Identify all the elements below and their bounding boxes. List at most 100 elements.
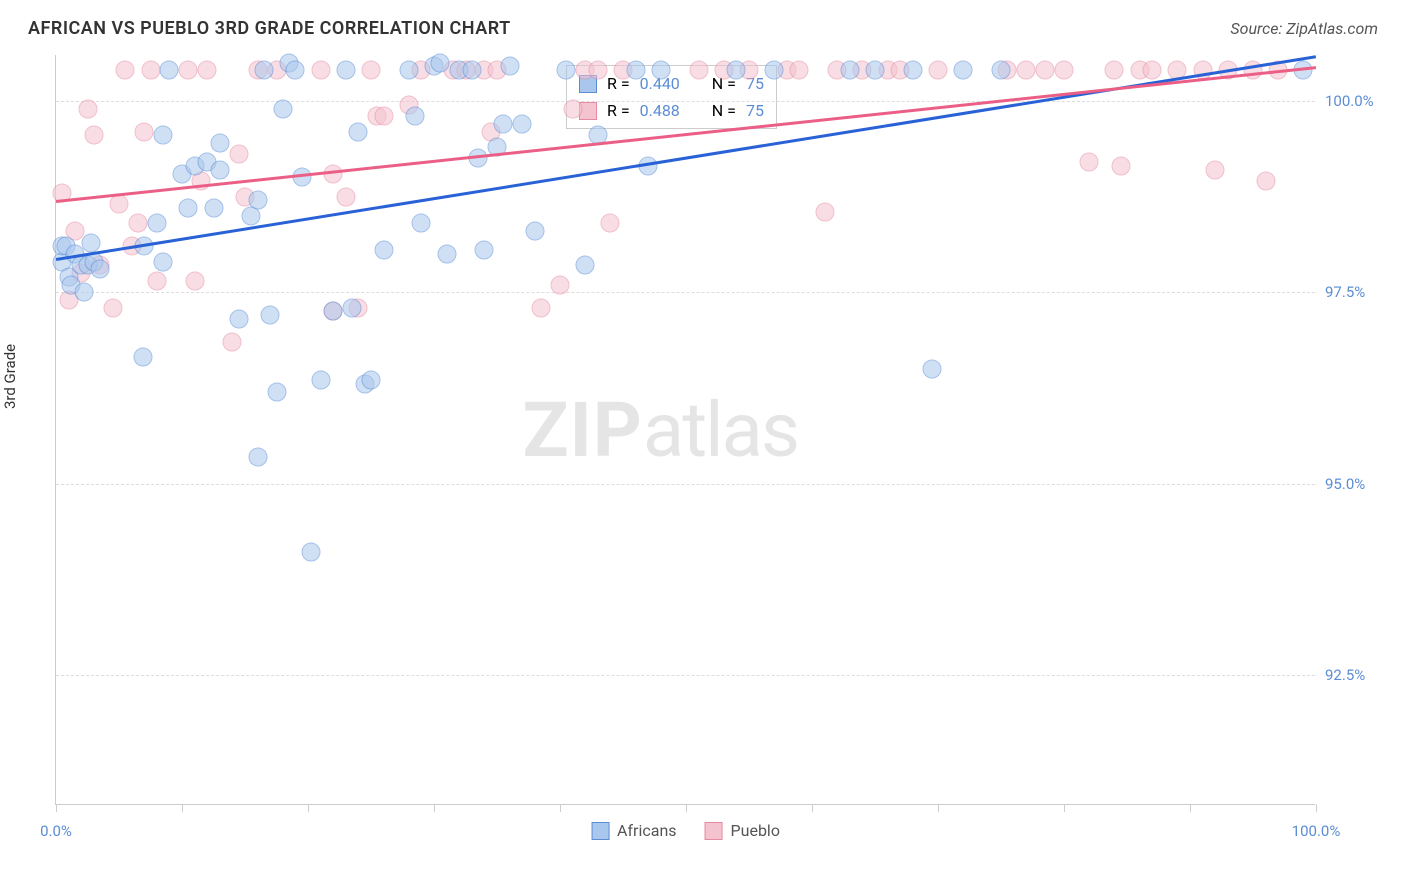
scatter-point xyxy=(1143,61,1162,80)
scatter-point xyxy=(626,61,645,80)
scatter-point xyxy=(301,543,320,562)
scatter-point xyxy=(1256,172,1275,191)
scatter-point xyxy=(273,99,292,118)
scatter-point xyxy=(128,214,147,233)
scatter-point xyxy=(154,126,173,145)
x-tick xyxy=(434,804,435,812)
legend-item: Africans xyxy=(591,821,676,840)
scatter-point xyxy=(154,252,173,271)
chart-header: AFRICAN VS PUEBLO 3RD GRADE CORRELATION … xyxy=(0,0,1406,47)
x-tick xyxy=(308,804,309,812)
y-tick-label: 95.0% xyxy=(1325,475,1385,493)
scatter-point xyxy=(929,61,948,80)
scatter-point xyxy=(267,382,286,401)
scatter-point xyxy=(727,61,746,80)
scatter-point xyxy=(116,61,135,80)
legend-swatch xyxy=(705,822,723,840)
x-tick xyxy=(560,804,561,812)
scatter-point xyxy=(261,306,280,325)
scatter-point xyxy=(336,61,355,80)
x-tick xyxy=(812,804,813,812)
scatter-point xyxy=(349,122,368,141)
watermark: ZIPatlas xyxy=(523,385,799,475)
y-tick-label: 100.0% xyxy=(1325,92,1385,110)
scatter-point xyxy=(922,359,941,378)
scatter-point xyxy=(689,61,708,80)
scatter-point xyxy=(286,61,305,80)
scatter-point xyxy=(336,187,355,206)
scatter-point xyxy=(954,61,973,80)
scatter-point xyxy=(601,214,620,233)
scatter-point xyxy=(1080,153,1099,172)
scatter-point xyxy=(1206,160,1225,179)
x-tick xyxy=(1316,804,1317,812)
watermark-zip: ZIP xyxy=(523,385,643,475)
x-tick xyxy=(686,804,687,812)
scatter-point xyxy=(185,271,204,290)
scatter-point xyxy=(525,222,544,241)
x-tick xyxy=(1064,804,1065,812)
scatter-point xyxy=(223,332,242,351)
scatter-point xyxy=(412,214,431,233)
x-tick xyxy=(1190,804,1191,812)
scatter-point xyxy=(91,260,110,279)
legend-swatch xyxy=(591,822,609,840)
scatter-point xyxy=(551,275,570,294)
gridline xyxy=(56,675,1315,676)
scatter-point xyxy=(210,160,229,179)
scatter-point xyxy=(374,107,393,126)
scatter-point xyxy=(513,114,532,133)
y-axis-label: 3rd Grade xyxy=(1,344,19,409)
scatter-point xyxy=(229,145,248,164)
scatter-point xyxy=(840,61,859,80)
scatter-point xyxy=(563,99,582,118)
scatter-point xyxy=(160,61,179,80)
scatter-point xyxy=(311,61,330,80)
scatter-point xyxy=(1055,61,1074,80)
legend-item: Pueblo xyxy=(705,821,780,840)
scatter-point xyxy=(651,61,670,80)
scatter-point xyxy=(292,168,311,187)
scatter-point xyxy=(248,191,267,210)
x-tick xyxy=(182,804,183,812)
scatter-point xyxy=(437,244,456,263)
scatter-point xyxy=(532,298,551,317)
scatter-point xyxy=(343,298,362,317)
scatter-point xyxy=(210,134,229,153)
scatter-point xyxy=(254,61,273,80)
scatter-point xyxy=(790,61,809,80)
scatter-point xyxy=(179,61,198,80)
scatter-point xyxy=(204,199,223,218)
scatter-point xyxy=(903,61,922,80)
scatter-point xyxy=(374,241,393,260)
scatter-point xyxy=(248,447,267,466)
scatter-point xyxy=(147,214,166,233)
y-tick-label: 97.5% xyxy=(1325,283,1385,301)
scatter-point xyxy=(992,61,1011,80)
scatter-point xyxy=(1017,61,1036,80)
scatter-point xyxy=(588,61,607,80)
scatter-point xyxy=(494,114,513,133)
scatter-point xyxy=(198,61,217,80)
gridline xyxy=(56,101,1315,102)
x-tick xyxy=(938,804,939,812)
scatter-point xyxy=(147,271,166,290)
scatter-point xyxy=(110,195,129,214)
gridline xyxy=(56,292,1315,293)
scatter-point xyxy=(866,61,885,80)
scatter-point xyxy=(311,371,330,390)
scatter-point xyxy=(1036,61,1055,80)
watermark-atlas: atlas xyxy=(643,385,798,475)
x-tick-label: 100.0% xyxy=(1292,822,1341,840)
chart-title: AFRICAN VS PUEBLO 3RD GRADE CORRELATION … xyxy=(28,18,511,39)
x-tick-label: 0.0% xyxy=(40,822,72,840)
source-label: Source: ZipAtlas.com xyxy=(1230,19,1378,38)
scatter-point xyxy=(229,310,248,329)
scatter-point xyxy=(431,53,450,72)
scatter-point xyxy=(362,371,381,390)
scatter-point xyxy=(475,241,494,260)
scatter-point xyxy=(576,256,595,275)
scatter-point xyxy=(135,122,154,141)
scatter-point xyxy=(74,283,93,302)
scatter-point xyxy=(362,61,381,80)
